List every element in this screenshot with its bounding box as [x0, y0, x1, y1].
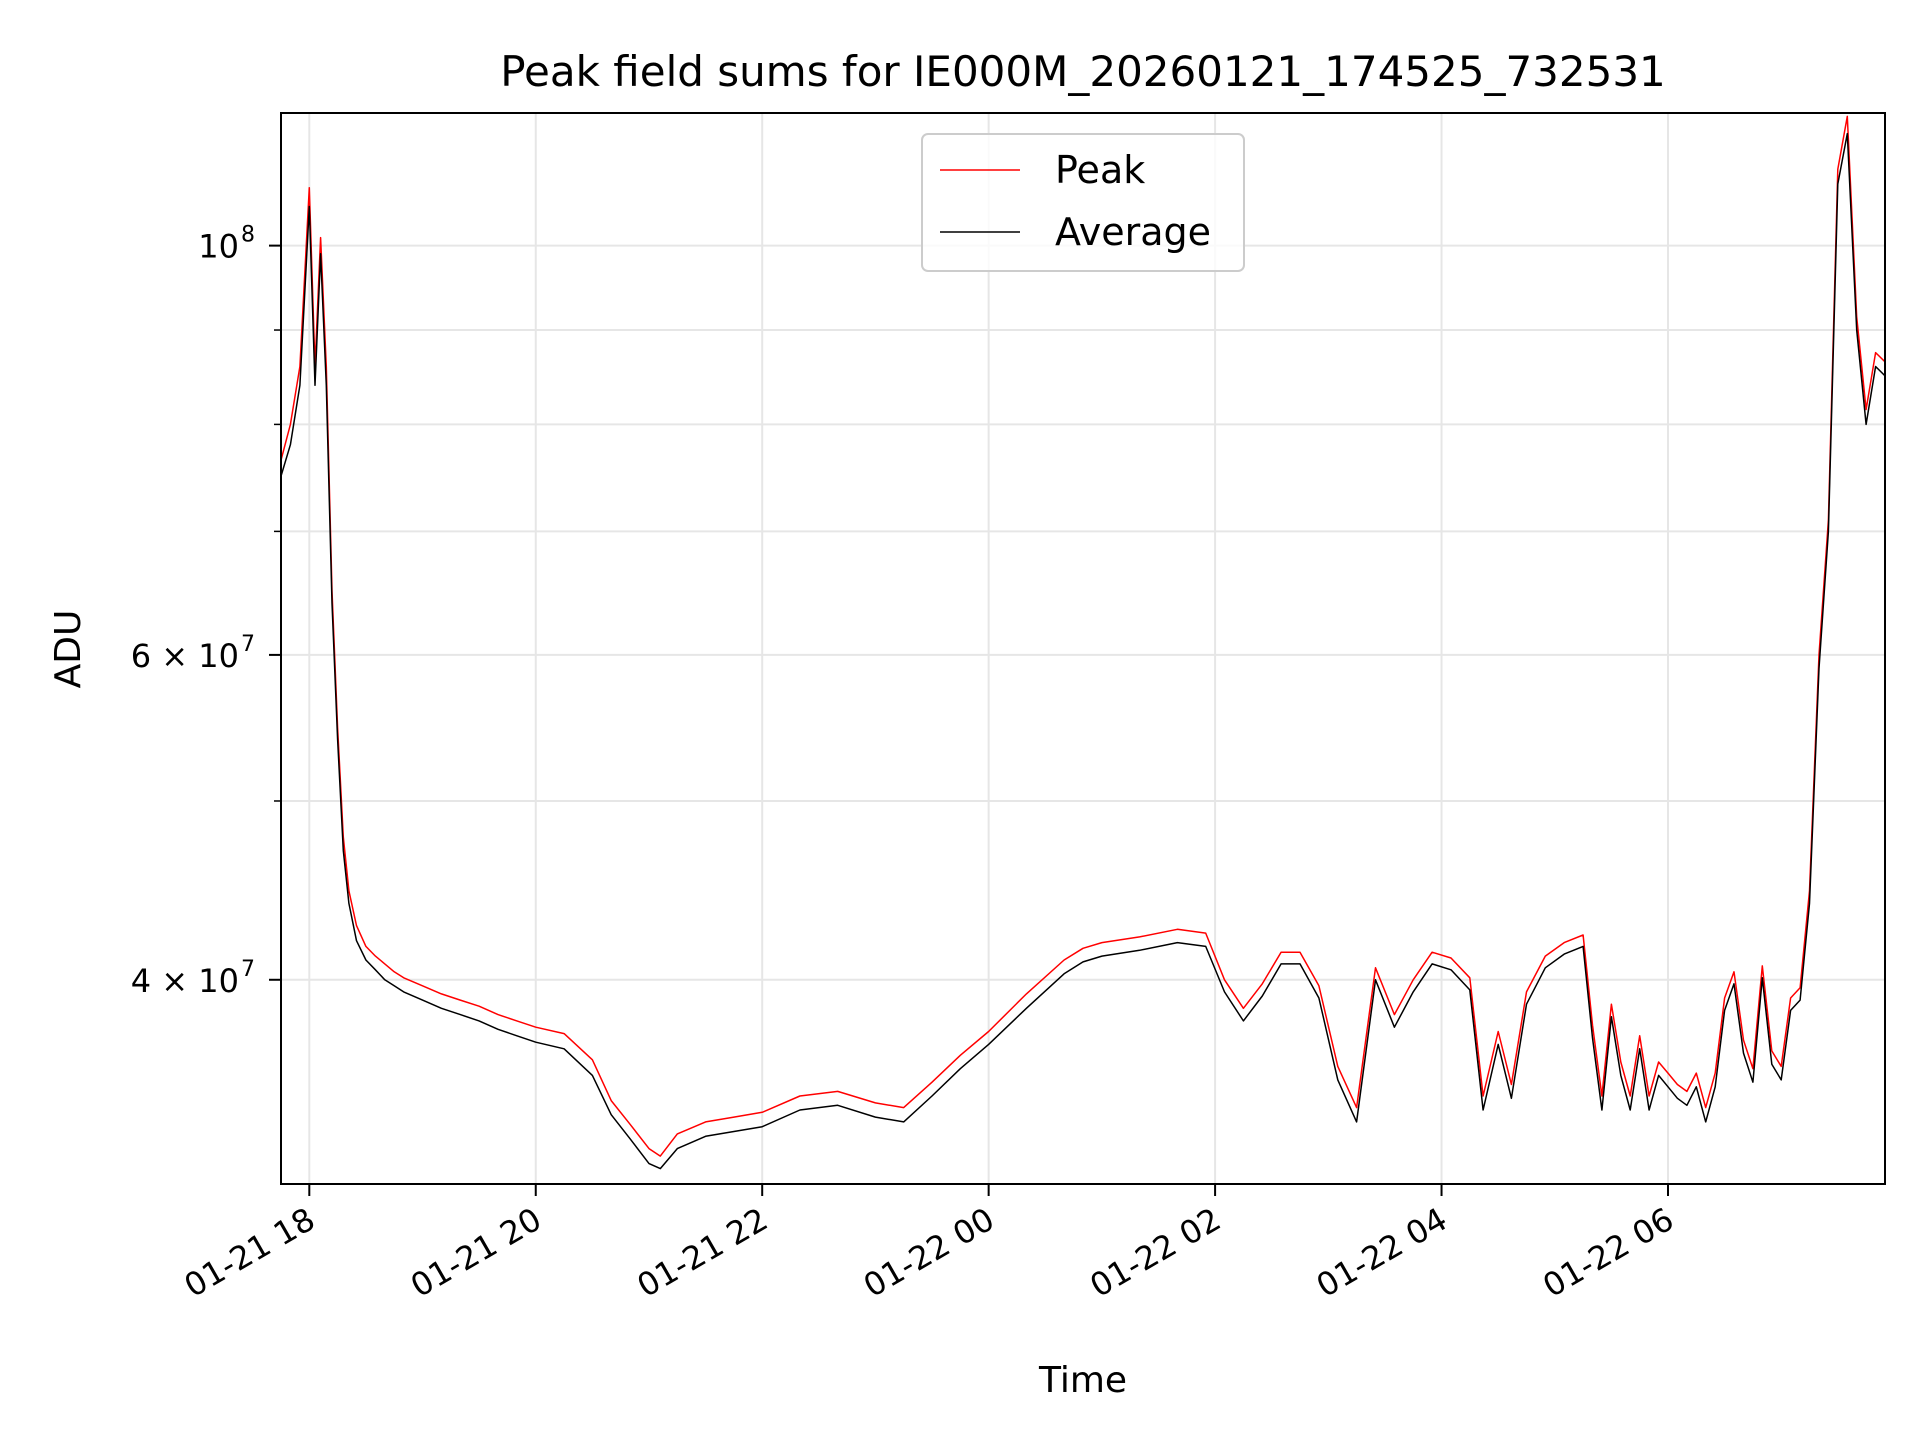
x-axis: 01-21 18 01-21 20 01-21 22 01-22 00 01-22 02…: [178, 1184, 1680, 1305]
legend-label-peak: Peak: [1055, 148, 1145, 192]
grid: [281, 113, 1885, 1184]
series-line-peak: [281, 115, 1885, 1157]
x-tick-label: 01-22 06: [1536, 1200, 1680, 1305]
x-tick-label: 01-21 22: [631, 1200, 775, 1305]
y-tick-label: 6 × 10: [131, 637, 239, 675]
x-tick-label: 01-21 18: [178, 1200, 322, 1305]
y-axis-label: ADU: [48, 610, 89, 689]
legend: Peak Average: [921, 133, 1245, 272]
plot-area: [281, 115, 1885, 1170]
y-tick-label: 4 × 10: [131, 962, 239, 1000]
y-tick-exponent: 7: [241, 632, 255, 657]
plot-frame: [280, 112, 1886, 1185]
x-tick-label: 01-22 00: [857, 1200, 1001, 1305]
series-line-average: [281, 132, 1885, 1170]
legend-label-average: Average: [1055, 210, 1211, 254]
y-tick-label: 10: [198, 228, 239, 266]
x-tick-label: 01-21 20: [404, 1200, 548, 1305]
x-tick-label: 01-22 02: [1083, 1200, 1227, 1305]
x-tick-label: 01-22 04: [1310, 1200, 1454, 1305]
legend-box: [921, 133, 1245, 272]
y-tick-exponent: 7: [241, 957, 255, 982]
y-tick-exponent: 8: [241, 223, 255, 248]
x-axis-label: Time: [1038, 1360, 1127, 1401]
chart-title: Peak field sums for IE000M_20260121_1745…: [500, 47, 1666, 96]
